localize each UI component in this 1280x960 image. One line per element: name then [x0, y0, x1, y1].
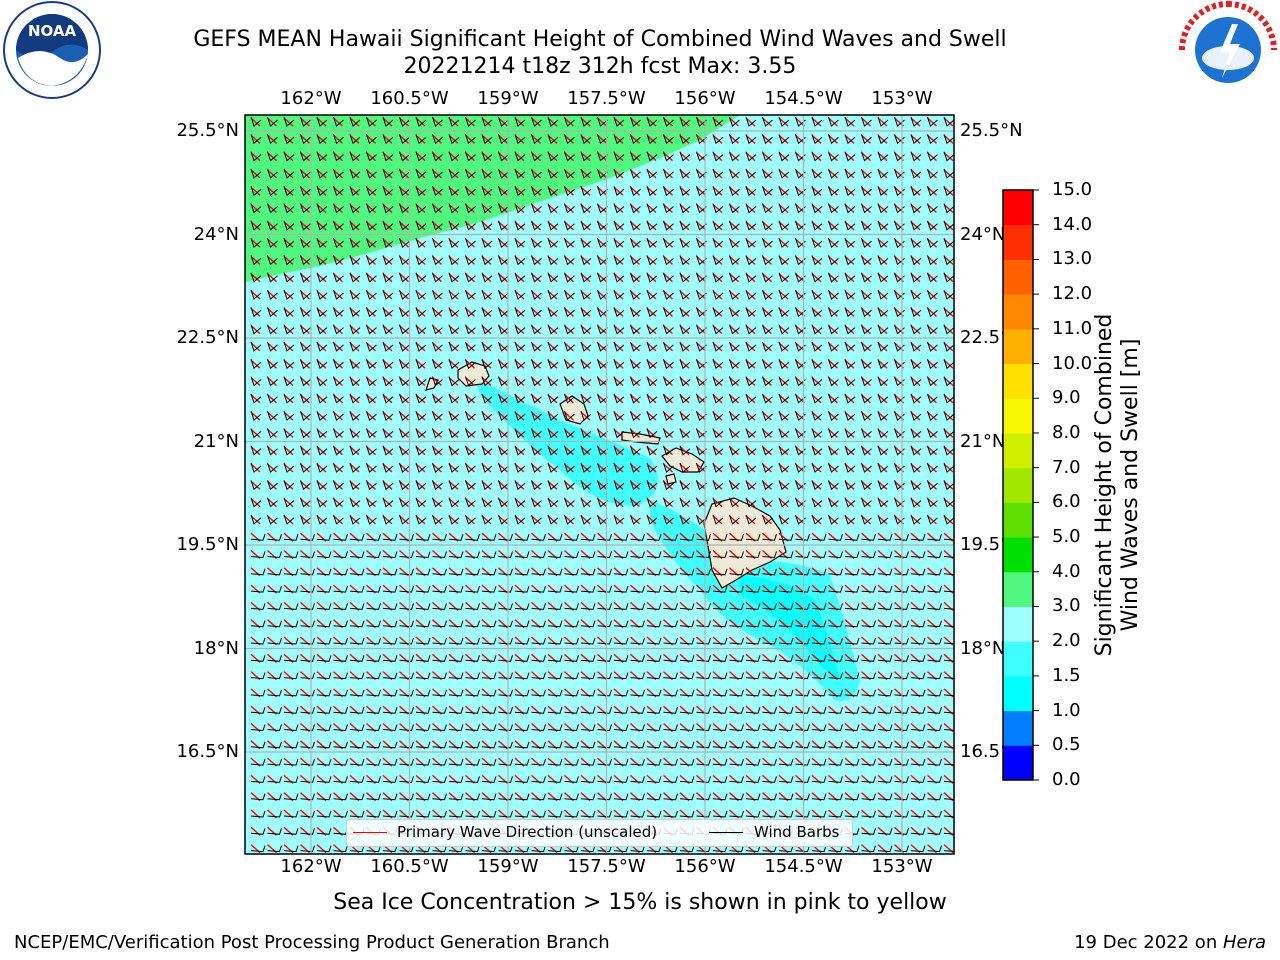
latitude-tick-label: 24°N [193, 223, 239, 245]
footer-machine: Hera [1222, 932, 1266, 953]
longitude-tick-label: 159°W [477, 88, 539, 109]
colorbar-segment [1003, 294, 1033, 330]
longitude-tick-label: 157.5°W [567, 88, 646, 109]
island-kahoolawe [665, 473, 677, 485]
latitude-tick-label: 19.5°N [176, 534, 239, 555]
latitude-tick-label: 18°N [193, 637, 239, 659]
longitude-tick-label: 153°W [871, 88, 933, 109]
footer-credit: NCEP/EMC/Verification Post Processing Pr… [14, 932, 610, 953]
colorbar-segment [1003, 190, 1033, 226]
colorbar-tick-label: 0.0 [1052, 769, 1081, 790]
colorbar-segment [1003, 502, 1033, 538]
colorbar-segment [1003, 432, 1033, 469]
wave-direction-label: Primary Wave Direction (unscaled) [397, 823, 658, 841]
colorbar-segment [1003, 606, 1033, 642]
chart-subtitle: 20221214 t18z 312h fcst Max: 3.55 [403, 54, 797, 79]
colorbar-segment [1003, 571, 1033, 607]
wave-height-band-1-1.5m [740, 575, 840, 680]
longitude-tick-label: 159°W [477, 856, 539, 877]
colorbar-tick-label: 1.0 [1052, 699, 1081, 721]
colorbar-tick-label: 2.0 [1052, 630, 1081, 652]
nws-logo [1179, 1, 1277, 98]
colorbar-segment [1003, 259, 1033, 295]
wave-direction-arrows [250, 117, 954, 854]
noaa-logo: NOAA [3, 1, 101, 99]
svg-text:NOAA: NOAA [28, 22, 77, 40]
colorbar-tick-label: 13.0 [1052, 248, 1093, 270]
colorbar-tick-label: 6.0 [1052, 491, 1081, 513]
latitude-tick-label: 25.5°N [960, 120, 1023, 141]
longitude-tick-label: 156°W [674, 856, 736, 877]
colorbar-segment [1003, 363, 1033, 399]
legend: Primary Wave Direction (unscaled) Wind B… [346, 819, 853, 847]
colorbar-segment [1003, 641, 1033, 677]
colorbar-tick-label: 15.0 [1052, 179, 1093, 200]
footer-date: 19 Dec 2022 on Hera [1074, 932, 1266, 953]
gridlines [245, 115, 954, 854]
latitude-tick-label: 21°N [193, 430, 239, 452]
colorbar-segment [1003, 467, 1033, 503]
latitude-tick-label: 25.5°N [176, 120, 239, 141]
colorbar-segment [1003, 537, 1033, 573]
colorbar-segment [1003, 710, 1033, 746]
longitude-tick-label: 156°W [674, 88, 736, 109]
colorbar-segment [1003, 398, 1033, 434]
longitude-tick-label: 160.5°W [370, 856, 449, 877]
island-hawaii [703, 497, 787, 589]
wave-direction-swatch [353, 832, 387, 833]
longitude-tick-label: 153°W [871, 856, 933, 877]
longitude-tick-label: 157.5°W [567, 856, 646, 877]
colorbar-tick-label: 8.0 [1052, 421, 1081, 443]
colorbar-tick-label: 0.5 [1052, 734, 1081, 756]
wind-barb-swatch [709, 832, 743, 833]
latitude-tick-label: 22.5°N [176, 327, 239, 348]
latitude-tick-label: 18°N [960, 637, 1006, 659]
colorbar-frame [1002, 189, 1034, 781]
latitude-tick-label: 21°N [960, 430, 1006, 452]
longitude-tick-label: 154.5°W [764, 88, 843, 109]
colorbar-tick-label: 1.5 [1052, 664, 1081, 686]
colorbar-tick-label: 5.0 [1052, 526, 1081, 548]
longitude-tick-label: 162°W [280, 856, 342, 877]
wind-barbs [250, 116, 954, 853]
colorbar-segment [1003, 328, 1033, 365]
wave-and-wind-vectors [250, 116, 954, 854]
longitude-tick-label: 160.5°W [370, 88, 449, 109]
colorbar-segment [1003, 675, 1033, 712]
longitude-tick-label: 154.5°W [764, 856, 843, 877]
chart-title: GEFS MEAN Hawaii Significant Height of C… [193, 27, 1007, 52]
colorbar-tick-label: 9.0 [1052, 387, 1081, 409]
colorbar-tick-label: 4.0 [1052, 560, 1081, 582]
wind-barb-label: Wind Barbs [754, 823, 840, 841]
colorbar-tick-label: 10.0 [1052, 352, 1093, 374]
colorbar-tick-label: 14.0 [1052, 213, 1093, 235]
colorbar-tick-label: 3.0 [1052, 595, 1081, 617]
colorbar [1002, 189, 1039, 781]
latitude-tick-label: 16.5°N [176, 741, 239, 762]
map-frame [244, 114, 955, 855]
latitude-tick-label: 24°N [960, 223, 1006, 245]
sea-ice-note: Sea Ice Concentration > 15% is shown in … [333, 890, 947, 915]
colorbar-segment [1003, 745, 1033, 781]
colorbar-segment [1003, 224, 1033, 260]
colorbar-tick-label: 7.0 [1052, 456, 1081, 478]
island-oahu [559, 395, 589, 425]
longitude-tick-label: 162°W [280, 88, 342, 109]
colorbar-tick-label: 12.0 [1052, 283, 1093, 305]
colorbar-tick-label: 11.0 [1052, 317, 1093, 339]
